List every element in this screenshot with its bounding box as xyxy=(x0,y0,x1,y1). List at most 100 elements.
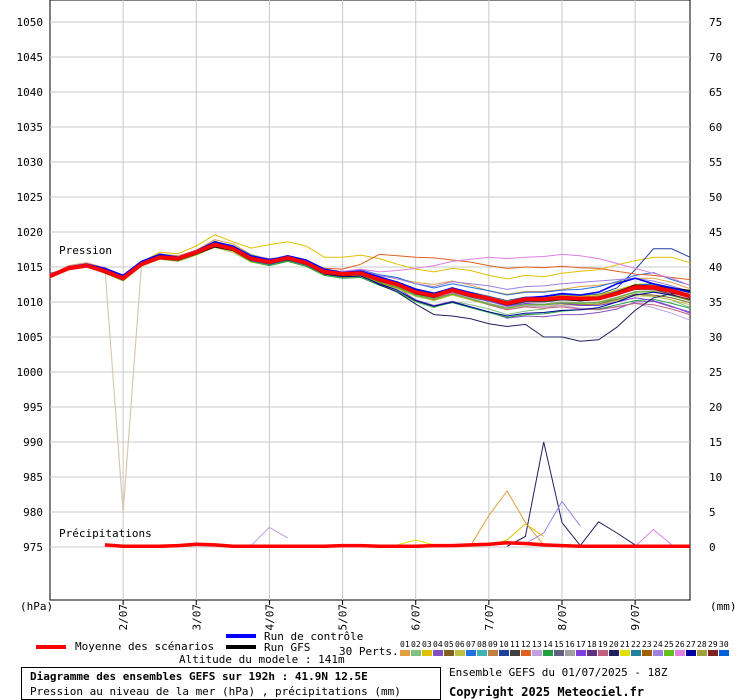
pert-swatch xyxy=(719,650,729,656)
pressure-tick-label: 990 xyxy=(23,436,43,449)
precip-annotation: Précipitations xyxy=(59,527,152,540)
precip-tick-label: 40 xyxy=(709,261,722,274)
pert-number: 15 xyxy=(554,640,564,649)
pressure-tick-label: 1015 xyxy=(17,261,44,274)
pert-number: 27 xyxy=(686,640,696,649)
pert-number: 20 xyxy=(609,640,619,649)
pert-swatch xyxy=(488,650,498,656)
pressure-tick-label: 985 xyxy=(23,471,43,484)
pressure-annotation: Pression xyxy=(59,244,112,257)
member-precip-line xyxy=(525,500,581,544)
pressure-tick-label: 1045 xyxy=(17,51,44,64)
precip-tick-label: 10 xyxy=(709,471,722,484)
precip-tick-label: 20 xyxy=(709,401,722,414)
control-line xyxy=(49,240,691,303)
pert-swatch xyxy=(466,650,476,656)
perts-legend-label: 30 Perts. xyxy=(339,645,399,658)
pert-swatch xyxy=(576,650,586,656)
pert-number: 21 xyxy=(620,640,630,649)
date-tick-label: 05/07 xyxy=(337,604,350,630)
pert-number: 03 xyxy=(422,640,432,649)
date-tick-label: 04/07 xyxy=(263,604,276,630)
precip-tick-label: 30 xyxy=(709,331,722,344)
precip-tick-label: 55 xyxy=(709,156,722,169)
date-tick-label: 03/07 xyxy=(190,604,203,630)
pert-number: 06 xyxy=(455,640,465,649)
pert-swatch xyxy=(543,650,553,656)
pert-swatch xyxy=(675,650,685,656)
pert-number: 01 xyxy=(400,640,410,649)
gfs-swatch xyxy=(226,645,256,649)
member-precip-line xyxy=(250,526,288,546)
control-legend-label: Run de contrôle xyxy=(264,630,364,643)
pert-swatch xyxy=(664,650,674,656)
pressure-tick-label: 1000 xyxy=(17,366,44,379)
pressure-tick-label: 1050 xyxy=(17,16,44,29)
pert-number: 17 xyxy=(576,640,586,649)
pert-swatch xyxy=(499,650,509,656)
copyright-label: Copyright 2025 Meteociel.fr xyxy=(449,685,645,699)
precip-tick-label: 5 xyxy=(709,506,716,519)
precip-tick-label: 50 xyxy=(709,191,722,204)
left-axis-unit: (hPa) xyxy=(20,600,53,613)
pert-swatch xyxy=(521,650,531,656)
pressure-tick-label: 1030 xyxy=(17,156,44,169)
series-layer xyxy=(49,234,691,549)
precip-axis: 0 5 10 15 20 25 30 35 40 45 50 55 60 65 70 75 xyxy=(709,16,722,554)
pert-number: 04 xyxy=(433,640,443,649)
pert-swatch xyxy=(609,650,619,656)
mean-pressure-line xyxy=(49,242,691,306)
pert-number: 05 xyxy=(444,640,454,649)
precip-tick-label: 45 xyxy=(709,226,722,239)
precip-tick-label: 70 xyxy=(709,51,722,64)
pert-number: 08 xyxy=(477,640,487,649)
pert-swatch xyxy=(708,650,718,656)
pert-number: 28 xyxy=(697,640,707,649)
member-precip-line xyxy=(470,490,545,546)
pert-swatch xyxy=(422,650,432,656)
pert-number: 22 xyxy=(631,640,641,649)
precip-tick-label: 65 xyxy=(709,86,722,99)
date-tick-label: 07/07 xyxy=(483,604,496,630)
precip-tick-label: 25 xyxy=(709,366,722,379)
pert-swatch xyxy=(532,650,542,656)
pressure-tick-label: 1020 xyxy=(17,226,44,239)
member-line xyxy=(49,234,691,280)
pert-swatch xyxy=(400,650,410,656)
pert-swatch xyxy=(444,650,454,656)
date-tick-label: 02/07 xyxy=(117,604,130,630)
pert-number: 26 xyxy=(675,640,685,649)
pert-swatch xyxy=(433,650,443,656)
pert-number: 07 xyxy=(466,640,476,649)
pert-swatch xyxy=(411,650,421,656)
mean-swatch xyxy=(36,645,66,649)
ensemble-run-label: Ensemble GEFS du 01/07/2025 - 18Z xyxy=(449,666,668,679)
date-tick-label: 08/07 xyxy=(556,604,569,630)
pert-swatch xyxy=(697,650,707,656)
pert-swatch xyxy=(477,650,487,656)
diagram-info-box: Diagramme des ensembles GEFS sur 192h : … xyxy=(21,667,441,700)
pert-swatch xyxy=(642,650,652,656)
date-tick-label: 06/07 xyxy=(410,604,423,630)
right-axis-unit: (mm) xyxy=(710,600,737,613)
pert-number: 09 xyxy=(488,640,498,649)
pert-swatch xyxy=(510,650,520,656)
precip-tick-label: 75 xyxy=(709,16,722,29)
pert-number: 14 xyxy=(543,640,553,649)
pert-swatch xyxy=(686,650,696,656)
pert-number: 12 xyxy=(521,640,531,649)
mean-legend-label: Moyenne des scénarios xyxy=(75,640,215,653)
precip-tick-label: 60 xyxy=(709,121,722,134)
ensemble-chart: 9759809859909951000100510101015102010251… xyxy=(17,0,737,630)
date-tick-label: 09/07 xyxy=(629,604,642,630)
pert-swatch xyxy=(631,650,641,656)
pressure-tick-label: 1040 xyxy=(17,86,44,99)
pressure-tick-label: 1025 xyxy=(17,191,44,204)
pressure-tick-label: 980 xyxy=(23,506,43,519)
diagram-title: Diagramme des ensembles GEFS sur 192h : … xyxy=(30,670,368,683)
pert-number: 25 xyxy=(664,640,674,649)
pert-swatch xyxy=(620,650,630,656)
gfs-legend-label: Run GFS xyxy=(264,641,311,654)
pert-number: 23 xyxy=(642,640,652,649)
pert-swatch xyxy=(554,650,564,656)
